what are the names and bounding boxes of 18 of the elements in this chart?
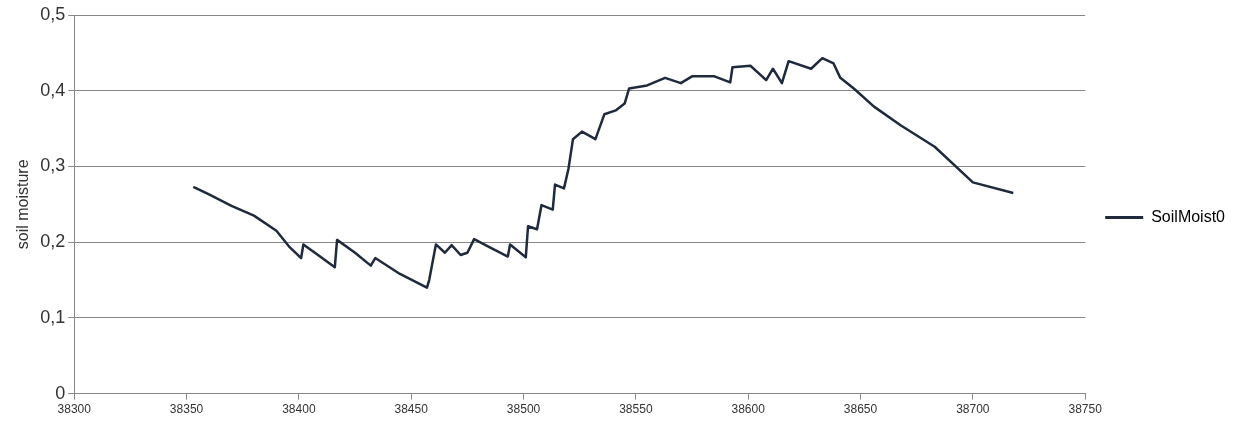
y-tick-label: 0 [55,382,66,403]
legend-label: SoilMoist0 [1151,207,1226,225]
y-tick-label: 0,3 [40,155,66,176]
x-tick-label: 38600 [731,402,766,417]
x-tick-label: 38350 [169,402,204,417]
x-tick-label: 38300 [57,402,92,417]
y-tick-label: 0,1 [40,306,66,327]
y-tick-label: 0,4 [40,79,66,100]
x-tick-label: 38550 [619,402,653,417]
x-tick-label: 38450 [394,402,429,417]
x-tick-label: 38650 [843,402,878,417]
x-tick-label: 38750 [1068,402,1103,417]
y-tick-label: 0,2 [40,231,66,252]
y-axis-title: soil moisture [14,159,32,250]
x-tick-label: 38400 [282,402,316,417]
x-tick-label: 38700 [956,402,990,417]
y-tick-label: 0,5 [40,3,66,24]
x-tick-label: 38500 [506,402,541,417]
